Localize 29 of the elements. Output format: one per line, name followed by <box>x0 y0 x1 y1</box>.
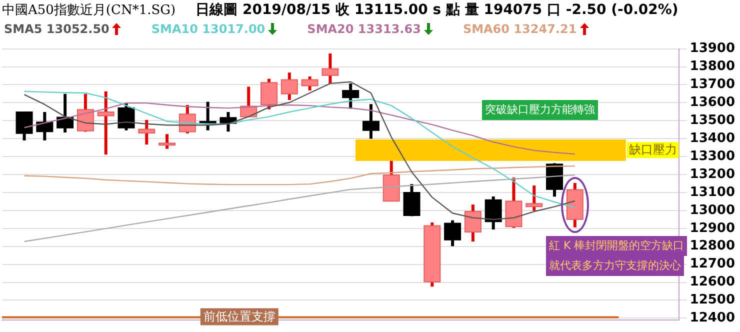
y-tick-label: 12600 <box>690 274 736 290</box>
chart-title: 中國A50指數近月(CN*1.SG) <box>2 2 176 19</box>
text: SMA5 13052.50 <box>4 22 110 36</box>
annotation: 紅 K 棒封閉開盤的空方缺口 <box>546 236 688 256</box>
y-tick-label: 13300 <box>690 148 736 164</box>
chart-subtitle: 日線圖 2019/08/15 收 13115.00 s 點 量 194075 口 -2.50 (-0.02%) <box>196 1 678 19</box>
candlestick <box>403 184 420 216</box>
annotation: 突破缺口壓力方能轉強 <box>482 100 598 120</box>
text: SMA20 13313.63 <box>307 22 421 36</box>
annotation: 就代表多方力守支撐的決心 <box>546 256 684 276</box>
y-tick-label: 13700 <box>690 77 736 92</box>
y-tick-label: 13000 <box>690 202 736 218</box>
y-tick-label: 12500 <box>690 292 736 308</box>
y-tick-label: 13800 <box>690 59 736 74</box>
y-tick-label: 12700 <box>690 256 736 272</box>
ref-line-label: 前低位置支撐 <box>203 309 276 324</box>
y-tick-label: 12400 <box>690 310 736 326</box>
y-tick-label: 13200 <box>690 166 736 182</box>
y-tick-label: 13100 <box>690 184 736 200</box>
y-tick-label: 13400 <box>690 130 736 146</box>
y-tick-label: 13900 <box>690 41 736 56</box>
y-tick-label: 12900 <box>690 220 736 236</box>
text: SMA10 13017.00 <box>151 22 266 36</box>
y-tick-label: 13600 <box>690 95 736 110</box>
text: SMA60 13247.21 <box>462 22 577 36</box>
y-tick-label: 13500 <box>690 113 736 128</box>
candlestick <box>444 220 462 246</box>
y-tick-label: 12800 <box>690 238 736 254</box>
band-label: 缺口壓力 <box>628 142 677 156</box>
